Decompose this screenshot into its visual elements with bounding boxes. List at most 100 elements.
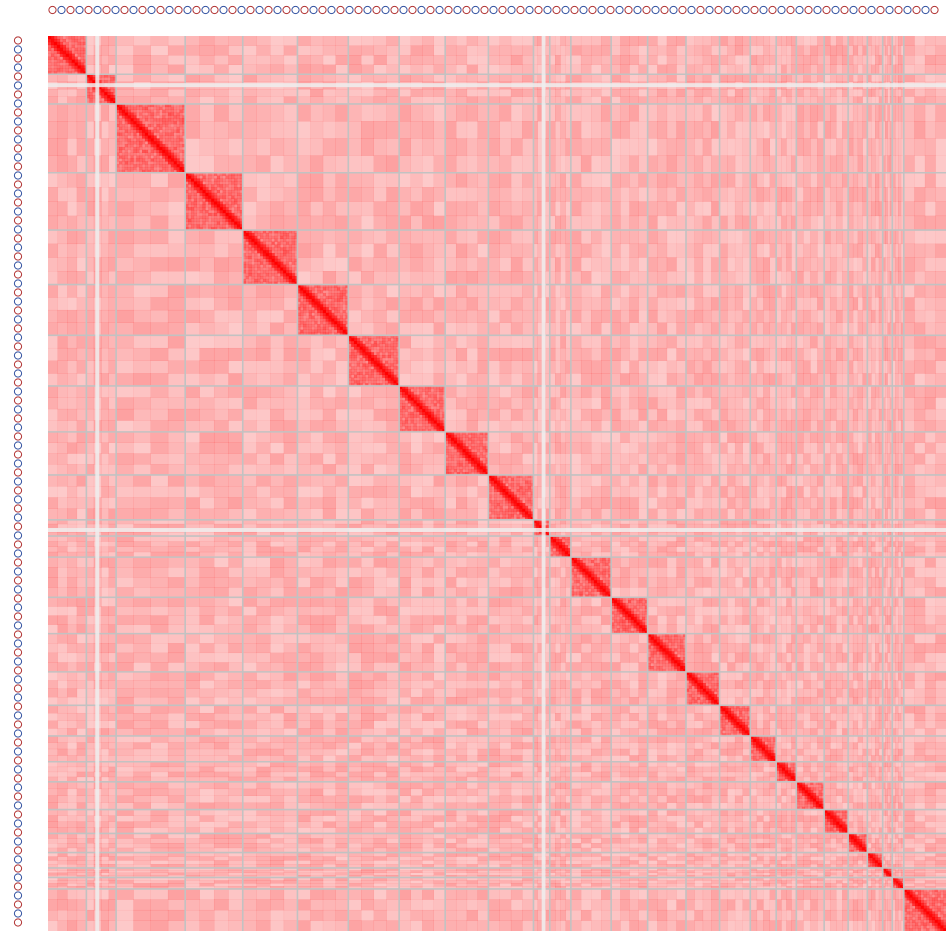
- contact-cell: [885, 486, 888, 498]
- contact-cell: [756, 121, 764, 139]
- contact-cell: [373, 270, 387, 285]
- contact-cell: [842, 536, 849, 542]
- contact-cell: [545, 385, 551, 398]
- contact-cell: [499, 187, 512, 202]
- contact-cell: [116, 322, 134, 336]
- contact-cell: [756, 360, 764, 374]
- contact-cell: [842, 172, 849, 188]
- track-dot: [13, 153, 23, 162]
- contact-cell: [433, 297, 446, 311]
- contact-cell: [445, 397, 457, 410]
- contact-cell: [629, 121, 639, 139]
- contact-cell: [830, 541, 837, 547]
- contact-cell: [167, 322, 186, 336]
- contact-cell: [763, 257, 771, 272]
- contact-cell: [545, 373, 551, 387]
- contact-cell: [499, 373, 512, 387]
- contact-cell: [86, 546, 95, 553]
- contact-cell: [108, 284, 117, 298]
- contact-cell: [889, 270, 893, 285]
- contact-cell: [322, 172, 336, 188]
- track-dot: [795, 5, 804, 15]
- contact-cell: [348, 532, 362, 537]
- contact-cell: [842, 121, 849, 139]
- contact-cell: [638, 322, 648, 336]
- contact-cell: [830, 442, 837, 454]
- contact-cell: [903, 230, 915, 245]
- contact-cell: [935, 45, 946, 56]
- track-dot: [165, 5, 174, 15]
- contact-cell: [361, 138, 375, 156]
- contact-cell: [694, 532, 704, 537]
- contact-cell: [256, 523, 271, 529]
- contact-cell: [763, 385, 771, 398]
- contact-cell: [560, 532, 566, 537]
- track-dot: [129, 5, 138, 15]
- contact-heatmap[interactable]: [48, 36, 946, 931]
- contact-cell: [727, 532, 736, 537]
- contact-cell: [601, 420, 612, 433]
- contact-cell: [560, 360, 566, 374]
- contact-cell: [935, 187, 946, 202]
- contact-cell: [914, 360, 926, 374]
- contact-cell: [895, 453, 899, 465]
- contact-cell: [734, 508, 743, 521]
- contact-cell: [433, 103, 446, 122]
- contact-cell: [830, 45, 837, 56]
- contact-cell: [455, 551, 468, 558]
- contact-cell: [373, 464, 387, 476]
- contact-cell: [150, 519, 169, 525]
- contact-cell: [399, 74, 411, 82]
- contact-cell: [335, 546, 349, 553]
- contact-cell: [882, 532, 886, 537]
- contact-cell: [57, 257, 68, 272]
- contact-cell: [796, 45, 804, 56]
- contact-cell: [830, 474, 837, 487]
- contact-cell: [935, 172, 946, 188]
- contact-cell: [150, 546, 169, 553]
- contact-cell: [824, 36, 831, 46]
- contact-cell: [133, 64, 151, 75]
- contact-cell: [76, 257, 87, 272]
- contact-cell: [167, 257, 186, 272]
- contact-cell: [895, 523, 899, 529]
- contact-cell: [686, 360, 695, 374]
- contact-cell: [882, 155, 886, 174]
- contact-cell: [882, 523, 886, 529]
- contact-cell: [57, 201, 68, 217]
- contact-cell: [549, 453, 556, 465]
- contact-cell: [310, 385, 324, 398]
- contact-cell: [601, 297, 612, 311]
- contact-cell: [322, 360, 336, 374]
- contact-cell: [882, 497, 886, 509]
- contact-cell: [445, 36, 457, 46]
- contact-cell: [86, 360, 95, 374]
- contact-cell: [719, 442, 728, 454]
- contact-cell: [256, 64, 271, 75]
- contact-cell: [862, 486, 868, 498]
- contact-cell: [199, 464, 215, 476]
- contact-cell: [101, 36, 109, 46]
- contact-cell: [611, 64, 621, 75]
- contact-cell: [433, 373, 446, 387]
- contact-cell: [76, 201, 87, 217]
- contact-cell: [791, 138, 797, 156]
- contact-cell: [763, 64, 771, 75]
- track-dot: [219, 5, 228, 15]
- contact-cell: [199, 519, 215, 525]
- contact-cell: [781, 431, 787, 443]
- contact-cell: [422, 138, 434, 156]
- contact-cell: [889, 385, 893, 398]
- contact-cell: [862, 497, 868, 509]
- contact-cell: [842, 385, 849, 398]
- track-dot: [885, 5, 894, 15]
- contact-cell: [763, 230, 771, 245]
- contact-cell: [666, 497, 677, 509]
- track-dot: [318, 5, 327, 15]
- contact-cell: [533, 36, 538, 46]
- contact-cell: [756, 155, 764, 174]
- contact-cell: [537, 297, 542, 311]
- contact-cell: [445, 385, 457, 398]
- contact-cell: [488, 464, 500, 476]
- contact-cell: [477, 408, 489, 421]
